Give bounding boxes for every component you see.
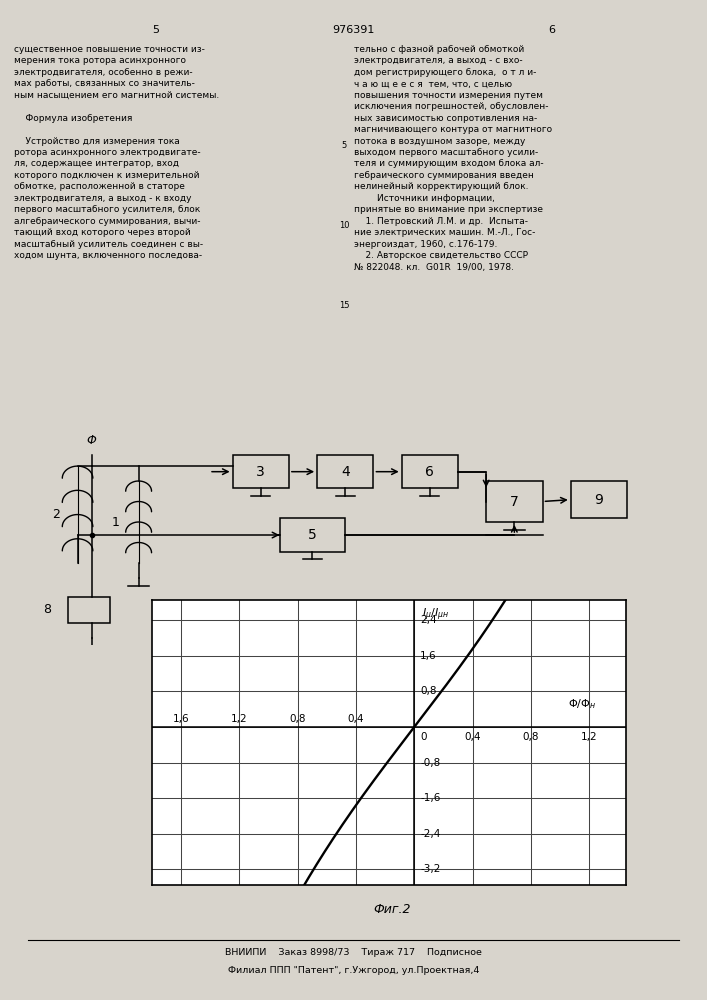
Text: 0,4: 0,4 (348, 714, 364, 724)
Text: 1,2: 1,2 (581, 732, 597, 742)
Text: 0,8: 0,8 (420, 686, 437, 696)
Text: 10: 10 (339, 221, 349, 230)
Text: -1,6: -1,6 (420, 793, 440, 803)
Bar (402, 455, 458, 488)
Bar (486, 481, 542, 522)
Text: 0,8: 0,8 (289, 714, 306, 724)
Text: $\Phi/\Phi_{н}$: $\Phi/\Phi_{н}$ (568, 698, 597, 711)
Bar (317, 455, 373, 488)
Text: 9: 9 (595, 493, 603, 507)
Text: 5: 5 (341, 140, 347, 149)
Text: 0: 0 (420, 732, 427, 742)
Bar (68, 597, 110, 623)
Text: существенное повышение точности из-
мерения тока ротора асинхронного
электродвиг: существенное повышение точности из- мере… (14, 45, 219, 260)
Text: Φ: Φ (87, 434, 97, 447)
Text: 6: 6 (548, 25, 555, 35)
Text: $I_{\mu}/I_{\mu н}$: $I_{\mu}/I_{\mu н}$ (421, 607, 449, 623)
Text: тельно с фазной рабочей обмоткой
электродвигателя, а выход - с вхо-
дом регистри: тельно с фазной рабочей обмоткой электро… (354, 45, 551, 272)
Text: 15: 15 (339, 300, 349, 310)
Text: Фиг.2: Фиг.2 (373, 903, 411, 916)
Text: 3: 3 (257, 465, 265, 479)
Text: 0,8: 0,8 (522, 732, 539, 742)
Text: -2,4: -2,4 (420, 829, 440, 839)
Text: 1,6: 1,6 (173, 714, 189, 724)
Bar (279, 518, 345, 552)
Text: 5: 5 (152, 25, 159, 35)
Text: Филиал ППП "Патент", г.Ужгород, ул.Проектная,4: Филиал ППП "Патент", г.Ужгород, ул.Проек… (228, 966, 479, 975)
Text: 4: 4 (341, 465, 350, 479)
Text: -0,8: -0,8 (420, 758, 440, 768)
Text: 1,6: 1,6 (420, 651, 437, 661)
Bar (233, 455, 289, 488)
Text: 7: 7 (510, 495, 519, 509)
Text: 8: 8 (43, 603, 51, 616)
Text: 0,4: 0,4 (464, 732, 481, 742)
Text: 976391: 976391 (332, 25, 375, 35)
Text: 5: 5 (308, 528, 317, 542)
Text: Фиг.1: Фиг.1 (261, 626, 298, 639)
Text: 2,4: 2,4 (420, 615, 437, 625)
Text: -3,2: -3,2 (420, 864, 440, 874)
Text: 2: 2 (52, 508, 60, 521)
Text: ВНИИПИ    Заказ 8998/73    Тираж 717    Подписное: ВНИИПИ Заказ 8998/73 Тираж 717 Подписное (225, 948, 482, 957)
Text: 1: 1 (111, 516, 119, 528)
Text: 6: 6 (426, 465, 434, 479)
Text: 1,2: 1,2 (231, 714, 247, 724)
Bar (571, 481, 627, 518)
